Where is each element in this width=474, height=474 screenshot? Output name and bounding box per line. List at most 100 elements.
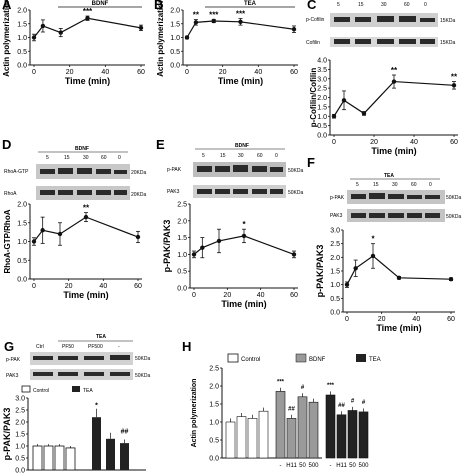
significance-label: **: [193, 11, 200, 20]
y-axis-label: p-PAK/PAK3: [2, 408, 12, 461]
x-tick-label: 0: [32, 69, 36, 76]
blot-G-band: [58, 356, 78, 360]
blot-F: TEA 5 15 30 60 0 p-PAK PAK3 50KDa 50KDa: [330, 173, 462, 222]
blot-E-band: [215, 189, 230, 194]
blot-G-kda-2: 50KDa: [135, 373, 151, 379]
data-point: [451, 83, 457, 88]
blot-D-band: [114, 190, 127, 195]
bar-tea: [325, 394, 336, 459]
significance-label: ##: [338, 403, 345, 409]
y-tick-label: 2.5: [209, 366, 219, 373]
blot-C-lane-2: 15: [358, 2, 364, 8]
legend-G-swatch-control: [21, 385, 31, 393]
y-tick-label: 1.5: [330, 269, 340, 276]
x-axis-label: Time (min): [376, 323, 421, 333]
y-tick-label: 4.0: [317, 58, 327, 65]
blot-D-kda-1: 20KDa: [131, 170, 147, 176]
chart-D: 0.0 0.5 1.0 1.5 2.0 RhoA-GTP/RhoA 0 20 40 60 Time …: [3, 202, 142, 300]
data-point: [344, 282, 350, 287]
blot-C-band: [377, 16, 394, 22]
chart-C: 0.0 0.5 1.0 1.5 2.0 2.5 3.0 3.5 4.0 p-Cofilin/Cof…: [309, 58, 458, 156]
blot-E-lane-3: 30: [238, 153, 244, 159]
significance-label: ***: [236, 10, 246, 19]
y-tick-label: 1.5: [15, 432, 25, 439]
significance-label: **: [451, 73, 458, 82]
legend-G-swatch-tea: [72, 386, 80, 392]
y-axis-label: p-PAK/PAK3: [162, 220, 172, 273]
blot-E-band: [270, 167, 283, 172]
blot-F-kda-2: 50KDa: [446, 214, 462, 220]
y-tick-label: 0.0: [330, 310, 340, 317]
blot-F-kda-1: 50KDa: [446, 195, 462, 201]
blot-F-band: [425, 213, 440, 218]
bar-control: [247, 418, 258, 459]
legend-H-label-tea: TEA: [369, 357, 381, 363]
x-axis-label: Time (min): [221, 299, 266, 309]
blot-C-band: [399, 16, 416, 22]
blot-G-band: [110, 372, 130, 376]
data-point: [341, 98, 347, 103]
data-point: [216, 238, 222, 244]
y-tick-label: 0.5: [317, 123, 327, 130]
blot-G-label-1: p-PAK: [6, 357, 21, 363]
y-tick-label: 2.0: [17, 8, 27, 15]
blot-G-membrane-2: [30, 369, 133, 380]
panel-A-header: BDNF: [92, 1, 109, 7]
blot-F-label-2: PAK3: [330, 213, 343, 219]
y-tick-label: 2.0: [170, 8, 180, 15]
bar-bdnf: [297, 396, 308, 459]
blot-G-lane-1: Ctrl: [36, 344, 44, 350]
legend-H-swatch-bdnf: [295, 353, 307, 363]
y-tick-label: 0.5: [17, 258, 27, 265]
legend-H-label-bdnf: BDNF: [309, 357, 326, 363]
x-tick-label: 0: [185, 69, 189, 76]
blot-F-band: [369, 193, 385, 199]
significance-label: *: [371, 235, 375, 244]
x-tick-label: -: [330, 463, 332, 469]
x-axis-label: Time (min): [65, 76, 110, 86]
blot-C-band: [377, 39, 394, 44]
blot-D-lane-3: 30: [83, 155, 89, 161]
series-line: [33, 17, 142, 38]
blot-E-lane-2: 15: [220, 153, 226, 159]
bar-control: [43, 445, 54, 471]
blot-D-band: [77, 168, 92, 174]
blot-C-lane-4: 60: [404, 2, 410, 8]
bar-tea: [347, 410, 358, 459]
significance-label: ##: [288, 406, 295, 412]
y-tick-label: 1.0: [330, 282, 340, 289]
y-tick-label: 0.0: [209, 456, 219, 463]
x-tick-label: -: [280, 463, 282, 469]
blot-E-header: BDNF: [235, 143, 249, 149]
blot-C-lane-5: 0: [424, 2, 427, 8]
blot-E-band: [270, 189, 283, 194]
x-tick-label: 20: [219, 69, 227, 76]
x-axis-label: Time (min): [63, 290, 108, 300]
blot-F-band: [425, 195, 440, 199]
panel-label-D: D: [2, 137, 11, 152]
blot-G-band: [110, 355, 130, 360]
chart-F: 0.0 0.5 1.0 1.5 2.0 2.5 3.0 p-PAK/PAK3 0 20 40 60 Ti…: [315, 228, 455, 333]
chart-B: 0.0 0.5 1.0 1.5 2.0 Actin polymerization 0 20 40…: [156, 0, 298, 86]
blot-E-lane-5: 0: [275, 153, 278, 159]
legend-H-label-control: Control: [241, 357, 260, 363]
y-tick-label: 0.0: [17, 277, 27, 284]
y-tick-label: 2.0: [330, 255, 340, 262]
x-tick-label: 60: [290, 292, 298, 299]
y-tick-label: 1.0: [209, 420, 219, 427]
blot-E-band: [197, 189, 212, 194]
x-tick-label: 0: [332, 139, 336, 146]
data-point: [391, 79, 397, 84]
blot-D-lane-1: 5: [46, 155, 49, 161]
x-tick-label: 40: [101, 69, 109, 76]
data-point: [31, 239, 37, 244]
y-tick-label: 3.0: [330, 228, 340, 235]
bar-bdnf: [308, 401, 319, 459]
y-tick-label: 1.5: [209, 402, 219, 409]
x-tick-label: H11: [336, 463, 347, 469]
data-point: [83, 214, 89, 220]
x-tick-label: 0: [32, 283, 36, 290]
bar-tea: [92, 417, 101, 470]
blot-C-lane-1: 5: [337, 2, 340, 8]
blot-E-lane-4: 60: [257, 153, 263, 159]
